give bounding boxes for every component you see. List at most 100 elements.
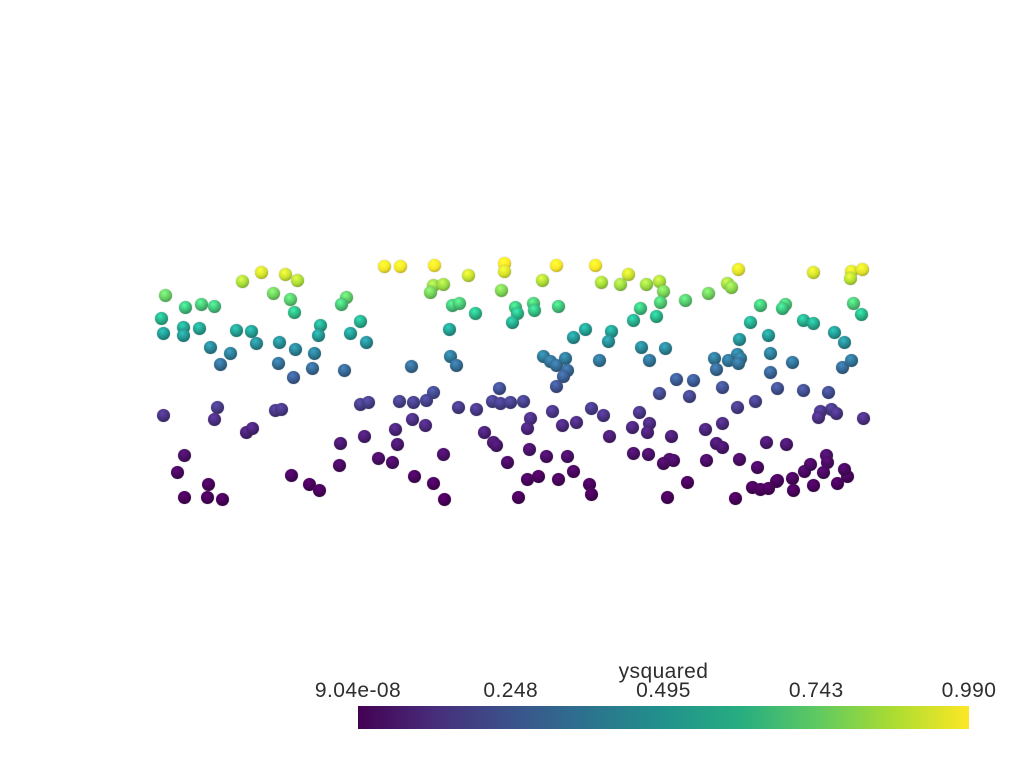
scatter-point	[594, 275, 608, 289]
scatter-point	[210, 400, 224, 414]
scatter-point	[551, 299, 565, 313]
scatter-point	[750, 460, 764, 474]
scatter-point	[653, 295, 667, 309]
scatter-point	[283, 292, 297, 306]
scatter-point	[779, 437, 793, 451]
scatter-point	[278, 267, 292, 281]
scatter-point	[245, 421, 259, 435]
scatter-point	[215, 492, 229, 506]
scatter-point	[652, 274, 666, 288]
scatter-point	[177, 490, 191, 504]
scatter-point	[442, 322, 456, 336]
scatter-point	[343, 326, 357, 340]
scatter-point	[371, 451, 385, 465]
scatter-point	[639, 277, 653, 291]
scatter-point	[407, 469, 421, 483]
scatter-point	[558, 351, 572, 365]
scatter-point	[626, 313, 640, 327]
scatter-point	[633, 301, 647, 315]
scatter-point	[312, 483, 326, 497]
scatter-point	[821, 385, 835, 399]
scatter-point	[641, 447, 655, 461]
scatter-point	[357, 429, 371, 443]
scatter-point	[763, 365, 777, 379]
scatter-point	[393, 259, 407, 273]
scatter-point	[284, 468, 298, 482]
scatter-point	[337, 363, 351, 377]
scatter-point	[592, 353, 606, 367]
scatter-point	[244, 324, 258, 338]
scatter-point	[359, 335, 373, 349]
scatter-point	[658, 341, 672, 355]
scatter-point	[701, 286, 715, 300]
scatter-point	[732, 452, 746, 466]
scatter-point	[829, 406, 843, 420]
scatter-point	[307, 346, 321, 360]
scatter-point	[715, 416, 729, 430]
scatter-point	[520, 421, 534, 435]
scatter-point	[419, 393, 433, 407]
scatter-point	[235, 274, 249, 288]
scatter-point	[254, 265, 268, 279]
scatter-point	[724, 280, 738, 294]
scatter-point	[539, 449, 553, 463]
scatter-point	[274, 402, 288, 416]
scatter-point	[634, 340, 648, 354]
scatter-point	[721, 353, 735, 367]
scatter-point	[803, 457, 817, 471]
scatter-point	[551, 472, 565, 486]
scatter-point	[731, 262, 745, 276]
scatter-point	[201, 477, 215, 491]
scatter-point	[642, 353, 656, 367]
scatter-point	[156, 408, 170, 422]
scatter-point	[436, 447, 450, 461]
scatter-point	[492, 381, 506, 395]
scatter-point	[427, 258, 441, 272]
scatter-point	[785, 471, 799, 485]
scatter-point	[520, 472, 534, 486]
scatter-point	[582, 477, 596, 491]
scatter-point	[390, 437, 404, 451]
scatter-point	[560, 449, 574, 463]
scatter-point	[505, 315, 519, 329]
scatter-point	[830, 476, 844, 490]
scatter-point	[469, 402, 483, 416]
scatter-point	[844, 353, 858, 367]
scatter-point	[436, 277, 450, 291]
scatter-point	[213, 357, 227, 371]
scatter-point	[837, 335, 851, 349]
scatter-point	[601, 334, 615, 348]
scatter-point	[437, 492, 451, 506]
scatter-point	[699, 453, 713, 467]
scatter-point	[194, 297, 208, 311]
scatter-point	[305, 361, 319, 375]
scatter-point	[404, 359, 418, 373]
scatter-point	[846, 296, 860, 310]
scatter-point	[604, 324, 618, 338]
scatter-point	[770, 473, 784, 487]
scatter-point	[385, 455, 399, 469]
scatter-point	[176, 328, 190, 342]
scatter-point	[656, 456, 670, 470]
scatter-point	[602, 429, 616, 443]
scatter-point	[732, 332, 746, 346]
scatter-point	[545, 404, 559, 418]
scatter-point	[678, 293, 692, 307]
scatter-point	[796, 313, 810, 327]
scatter-point	[426, 476, 440, 490]
scatter-point	[806, 316, 820, 330]
scatter-point	[656, 284, 670, 298]
scatter-point	[477, 425, 491, 439]
scatter-point	[806, 478, 820, 492]
scatter-point	[796, 383, 810, 397]
scatter-point	[494, 283, 508, 297]
scatter-point	[549, 379, 563, 393]
scatter-point	[566, 330, 580, 344]
scatter-point	[377, 259, 391, 273]
scatter-point	[302, 477, 316, 491]
scatter-point	[730, 400, 744, 414]
scatter-point	[203, 340, 217, 354]
scatter-point	[632, 405, 646, 419]
scatter-point	[743, 315, 757, 329]
